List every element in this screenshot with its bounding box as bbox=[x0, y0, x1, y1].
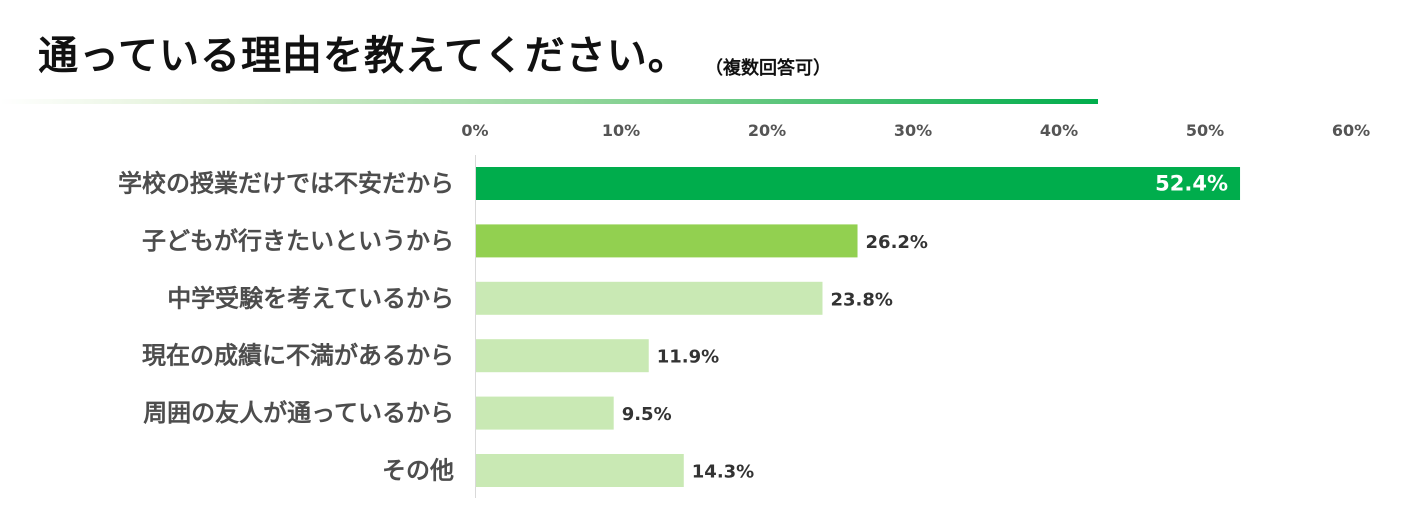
bar bbox=[476, 224, 858, 258]
x-tick-label: 40% bbox=[1040, 121, 1078, 140]
category-label: その他 bbox=[382, 457, 454, 485]
chart-subtitle: （複数回答可） bbox=[705, 58, 831, 79]
value-label: 14.3% bbox=[692, 462, 754, 483]
x-tick-label: 50% bbox=[1186, 121, 1224, 140]
title-underline bbox=[0, 99, 1098, 104]
bar bbox=[476, 281, 823, 315]
bar bbox=[476, 454, 684, 487]
chart-title: 通っている理由を教えてください。 bbox=[38, 33, 689, 79]
category-label: 中学受験を考えているから bbox=[167, 284, 454, 312]
category-label: 現在の成績に不満があるから bbox=[142, 342, 454, 370]
x-tick-label: 60% bbox=[1332, 121, 1370, 140]
value-label: 23.8% bbox=[830, 289, 892, 310]
bar bbox=[476, 167, 1241, 200]
x-tick-label: 0% bbox=[461, 121, 488, 140]
category-label: 学校の授業だけでは不安だから bbox=[118, 170, 454, 198]
x-tick-label: 30% bbox=[894, 121, 932, 140]
category-label: 子どもが行きたいというから bbox=[142, 227, 454, 255]
x-tick-label: 10% bbox=[602, 121, 640, 140]
x-tick-label: 20% bbox=[748, 121, 786, 140]
value-label: 26.2% bbox=[866, 232, 928, 253]
value-label: 52.4% bbox=[1155, 172, 1228, 196]
bar bbox=[476, 396, 614, 430]
category-label: 周囲の友人が通っているから bbox=[143, 399, 454, 427]
bar bbox=[476, 339, 649, 373]
value-label: 11.9% bbox=[657, 347, 719, 368]
value-label: 9.5% bbox=[622, 404, 672, 425]
